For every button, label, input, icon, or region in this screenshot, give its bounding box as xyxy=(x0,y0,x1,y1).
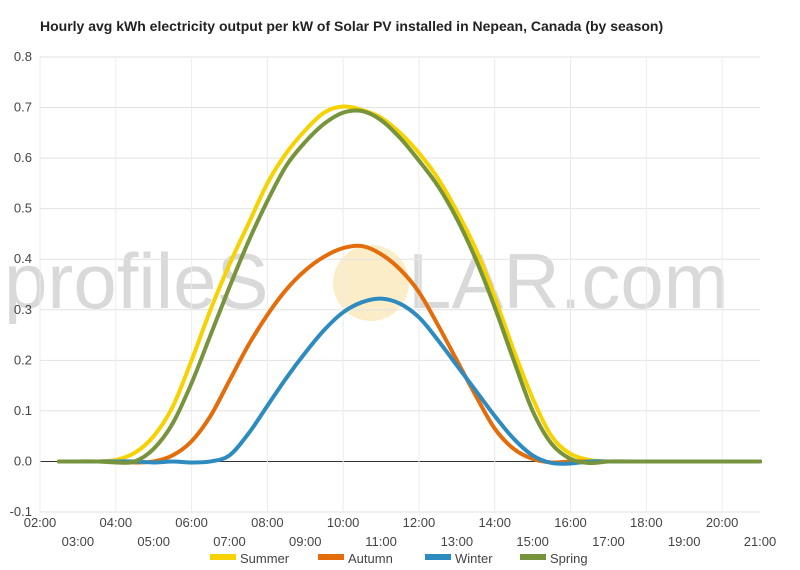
x-tick-label: 21:00 xyxy=(744,534,777,549)
watermark-text-left: profileS xyxy=(4,237,268,325)
y-tick-label: 0.0 xyxy=(14,453,32,468)
legend-label: Winter xyxy=(455,551,493,566)
x-tick-label: 09:00 xyxy=(289,534,322,549)
legend-item-spring[interactable]: Spring xyxy=(520,551,588,566)
legend-swatch xyxy=(520,554,546,560)
y-tick-label: 0.7 xyxy=(14,100,32,115)
x-axis: 02:00 03:00 04:00 05:00 06:00 07:00 08:00 09:00… xyxy=(24,515,777,549)
x-tick-label: 08:00 xyxy=(251,515,284,530)
x-tick-label: 12:00 xyxy=(403,515,436,530)
x-tick-label: 02:00 xyxy=(24,515,57,530)
x-tick-label: 10:00 xyxy=(327,515,360,530)
x-tick-label: 17:00 xyxy=(592,534,625,549)
legend-swatch xyxy=(318,554,344,560)
y-tick-label: 0.1 xyxy=(14,403,32,418)
legend-item-autumn[interactable]: Autumn xyxy=(318,551,393,566)
x-tick-label: 20:00 xyxy=(706,515,739,530)
legend-label: Summer xyxy=(240,551,290,566)
y-tick-label: 0.5 xyxy=(14,201,32,216)
y-axis: -0.1 0.0 0.1 0.2 0.3 0.4 0.5 0.6 0.7 0.8 xyxy=(10,49,32,519)
x-tick-label: 06:00 xyxy=(175,515,208,530)
x-tick-label: 07:00 xyxy=(213,534,246,549)
series xyxy=(56,104,762,466)
y-tick-label: -0.1 xyxy=(10,504,32,519)
watermark: profileS LAR.com xyxy=(4,237,729,325)
legend-swatch xyxy=(425,554,451,560)
x-tick-label: 18:00 xyxy=(630,515,663,530)
legend-swatch xyxy=(210,554,236,560)
x-tick-label: 15:00 xyxy=(516,534,549,549)
x-tick-label: 03:00 xyxy=(62,534,95,549)
x-tick-label: 04:00 xyxy=(100,515,133,530)
x-tick-label: 11:00 xyxy=(365,534,397,549)
x-tick-label: 13:00 xyxy=(441,534,474,549)
y-tick-label: 0.3 xyxy=(14,302,32,317)
x-tick-label: 16:00 xyxy=(554,515,587,530)
y-tick-label: 0.6 xyxy=(14,150,32,165)
chart-title: Hourly avg kWh electricity output per kW… xyxy=(40,18,664,34)
legend-item-summer[interactable]: Summer xyxy=(210,551,290,566)
x-tick-label: 14:00 xyxy=(478,515,511,530)
y-tick-label: 0.2 xyxy=(14,352,32,367)
legend-item-winter[interactable]: Winter xyxy=(425,551,493,566)
y-tick-label: 0.4 xyxy=(14,251,32,266)
legend: Summer Autumn Winter Spring xyxy=(210,551,588,566)
series-line-spring xyxy=(56,108,762,466)
legend-label: Autumn xyxy=(348,551,393,566)
x-tick-label: 19:00 xyxy=(668,534,701,549)
y-tick-label: 0.8 xyxy=(14,49,32,64)
watermark-text-right: LAR.com xyxy=(408,237,729,325)
x-tick-label: 05:00 xyxy=(137,534,170,549)
legend-label: Spring xyxy=(550,551,588,566)
